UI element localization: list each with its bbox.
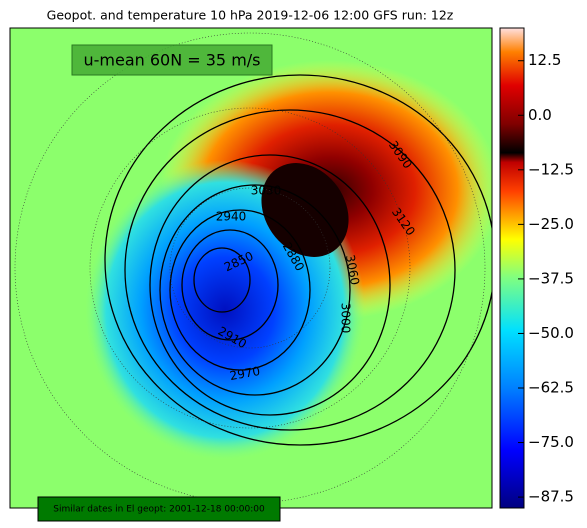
- colorbar-tick-label: −37.5: [528, 269, 574, 287]
- colorbar: [499, 27, 525, 509]
- title: Geopot. and temperature 10 hPa 2019-12-0…: [47, 8, 454, 23]
- footer-box: [37, 496, 281, 522]
- annotation-box: [71, 44, 273, 76]
- colorbar-tick-label: −12.5: [528, 160, 574, 178]
- contour-label: 3000: [339, 303, 353, 334]
- footer: Similar dates in El geopt: 2001-12-18 00…: [53, 505, 265, 515]
- colorbar-tick-label: 12.5: [528, 51, 561, 69]
- annotation: u-mean 60N = 35 m/s: [83, 51, 260, 70]
- contour-label: 2970: [229, 364, 262, 383]
- contour-label: 2940: [216, 210, 247, 224]
- colorbar-tick-label: 0.0: [528, 106, 552, 124]
- colorbar-tick-label: −25.0: [528, 215, 574, 233]
- contour-label: 3060: [343, 254, 362, 287]
- colorbar-tick-label: −87.5: [528, 488, 574, 506]
- colorbar-tick-label: −50.0: [528, 324, 574, 342]
- colorbar-tick-label: −62.5: [528, 379, 574, 397]
- map: [10, 28, 492, 508]
- contour-label: 3030: [251, 184, 282, 198]
- colorbar-tick-label: −75.0: [528, 433, 574, 451]
